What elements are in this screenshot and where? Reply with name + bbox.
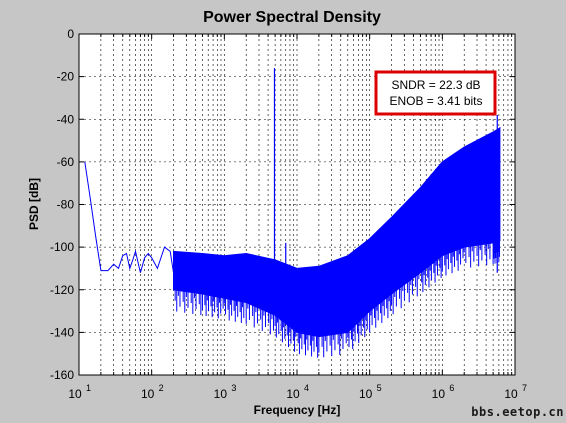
x-tick-label: 10 (286, 387, 300, 401)
x-tick-label: 10 (359, 387, 373, 401)
y-tick-label: -140 (50, 325, 74, 339)
x-tick-exponent: 7 (522, 383, 527, 393)
annotation-enob: ENOB = 3.41 bits (389, 94, 482, 108)
x-tick-label: 10 (214, 387, 228, 401)
watermark: bbs.eetop.cn (471, 405, 564, 419)
axis-ticks (78, 33, 516, 376)
y-tick-label: -160 (50, 368, 74, 382)
y-tick-label: -80 (57, 198, 75, 212)
noise-band-area (173, 126, 501, 338)
x-tick-exponent: 6 (449, 383, 454, 393)
y-tick-label: -20 (57, 70, 75, 84)
x-tick-exponent: 2 (159, 383, 164, 393)
annotation-box: SNDR = 22.3 dB ENOB = 3.41 bits (374, 70, 497, 116)
x-tick-exponent: 3 (231, 383, 236, 393)
annotation-sndr: SNDR = 22.3 dB (391, 78, 480, 92)
psd-line (84, 159, 501, 291)
y-tick-label: 0 (67, 27, 74, 41)
x-tick-label: 10 (432, 387, 446, 401)
x-tick-label: 10 (68, 387, 82, 401)
psd-series (84, 159, 501, 291)
y-axis-label: PSD [dB] (27, 178, 41, 230)
grid (79, 34, 515, 375)
x-tick-exponent: 4 (304, 383, 309, 393)
y-tick-label: -100 (50, 240, 74, 254)
x-tick-label: 10 (141, 387, 155, 401)
y-tick-label: -40 (57, 112, 75, 126)
x-axis-label: Frequency [Hz] (254, 403, 341, 417)
noise-band (173, 126, 501, 358)
y-tick-label: -120 (50, 283, 74, 297)
x-tick-labels: 10 1 10 2 10 3 10 4 10 5 10 6 10 7 (68, 383, 527, 401)
x-tick-label: 10 (504, 387, 518, 401)
chart-title: Power Spectral Density (203, 9, 381, 26)
x-tick-exponent: 5 (377, 383, 382, 393)
y-tick-label: -60 (57, 155, 75, 169)
x-tick-exponent: 1 (86, 383, 91, 393)
spike-markers (273, 68, 498, 273)
y-tick-labels: 0 -20 -40 -60 -80 -100 -120 -140 -160 (50, 27, 74, 382)
